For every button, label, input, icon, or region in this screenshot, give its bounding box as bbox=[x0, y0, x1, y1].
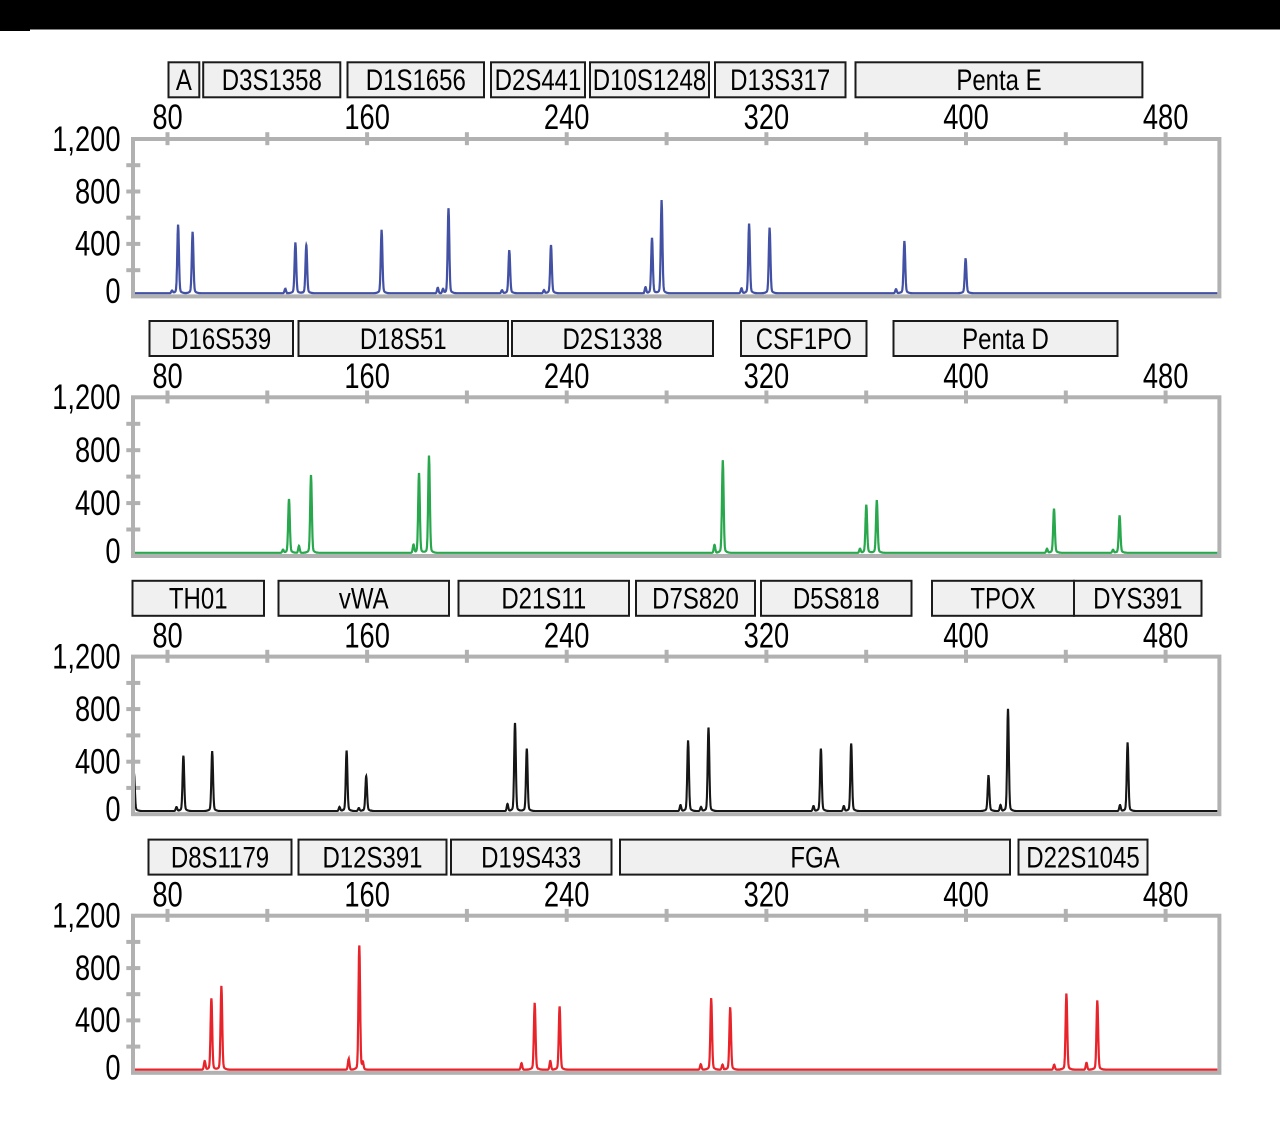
svg-text:240: 240 bbox=[544, 616, 590, 655]
svg-text:160: 160 bbox=[344, 875, 390, 914]
svg-text:D18S51: D18S51 bbox=[360, 321, 447, 355]
svg-text:80: 80 bbox=[152, 357, 182, 396]
svg-text:320: 320 bbox=[744, 616, 790, 655]
svg-text:D5S818: D5S818 bbox=[793, 581, 880, 615]
svg-text:240: 240 bbox=[544, 357, 590, 396]
svg-text:80: 80 bbox=[152, 875, 182, 914]
svg-text:D1S1656: D1S1656 bbox=[366, 63, 466, 97]
svg-text:320: 320 bbox=[744, 98, 790, 137]
svg-text:1,200: 1,200 bbox=[52, 378, 120, 417]
svg-text:320: 320 bbox=[744, 875, 790, 914]
svg-text:480: 480 bbox=[1143, 616, 1189, 655]
svg-text:1,200: 1,200 bbox=[52, 637, 120, 676]
svg-text:400: 400 bbox=[75, 484, 121, 523]
svg-text:800: 800 bbox=[75, 172, 121, 211]
svg-text:400: 400 bbox=[943, 357, 989, 396]
svg-text:400: 400 bbox=[75, 742, 121, 781]
svg-text:240: 240 bbox=[544, 875, 590, 914]
svg-text:480: 480 bbox=[1143, 357, 1189, 396]
svg-text:Penta D: Penta D bbox=[962, 321, 1049, 355]
svg-text:160: 160 bbox=[344, 98, 390, 137]
svg-text:1,200: 1,200 bbox=[52, 120, 120, 159]
svg-text:FGA: FGA bbox=[790, 840, 840, 874]
svg-text:0: 0 bbox=[105, 790, 120, 829]
svg-text:A: A bbox=[176, 63, 193, 97]
svg-text:CSF1PO: CSF1PO bbox=[756, 321, 852, 355]
svg-text:D16S539: D16S539 bbox=[171, 321, 271, 355]
svg-text:D22S1045: D22S1045 bbox=[1026, 840, 1139, 874]
svg-text:D12S391: D12S391 bbox=[322, 840, 422, 874]
svg-text:TPOX: TPOX bbox=[970, 581, 1035, 615]
svg-text:400: 400 bbox=[75, 224, 121, 263]
svg-text:D13S317: D13S317 bbox=[730, 63, 830, 97]
svg-text:80: 80 bbox=[152, 616, 182, 655]
svg-text:D8S1179: D8S1179 bbox=[171, 840, 269, 874]
svg-text:400: 400 bbox=[943, 616, 989, 655]
svg-text:0: 0 bbox=[105, 532, 120, 571]
svg-text:D10S1248: D10S1248 bbox=[593, 63, 706, 97]
svg-text:320: 320 bbox=[744, 357, 790, 396]
svg-text:0: 0 bbox=[105, 1048, 120, 1087]
svg-text:800: 800 bbox=[75, 949, 121, 988]
svg-text:400: 400 bbox=[943, 98, 989, 137]
svg-text:80: 80 bbox=[152, 98, 182, 137]
svg-text:800: 800 bbox=[75, 431, 121, 470]
svg-text:D7S820: D7S820 bbox=[652, 581, 739, 615]
svg-text:240: 240 bbox=[544, 98, 590, 137]
svg-text:D19S433: D19S433 bbox=[481, 840, 581, 874]
svg-text:0: 0 bbox=[105, 272, 120, 311]
svg-text:160: 160 bbox=[344, 357, 390, 396]
svg-text:D21S11: D21S11 bbox=[501, 581, 586, 615]
svg-text:Penta E: Penta E bbox=[956, 63, 1041, 97]
svg-text:400: 400 bbox=[75, 1001, 121, 1040]
svg-text:D2S1338: D2S1338 bbox=[562, 321, 662, 355]
svg-text:DYS391: DYS391 bbox=[1093, 581, 1182, 615]
svg-text:1,200: 1,200 bbox=[52, 896, 120, 935]
svg-text:480: 480 bbox=[1143, 98, 1189, 137]
svg-text:vWA: vWA bbox=[339, 581, 390, 615]
svg-text:160: 160 bbox=[344, 616, 390, 655]
svg-text:800: 800 bbox=[75, 690, 121, 729]
svg-text:480: 480 bbox=[1143, 875, 1189, 914]
svg-text:TH01: TH01 bbox=[169, 581, 228, 615]
svg-text:D2S441: D2S441 bbox=[495, 63, 582, 97]
svg-text:D3S1358: D3S1358 bbox=[222, 63, 322, 97]
svg-text:400: 400 bbox=[943, 875, 989, 914]
